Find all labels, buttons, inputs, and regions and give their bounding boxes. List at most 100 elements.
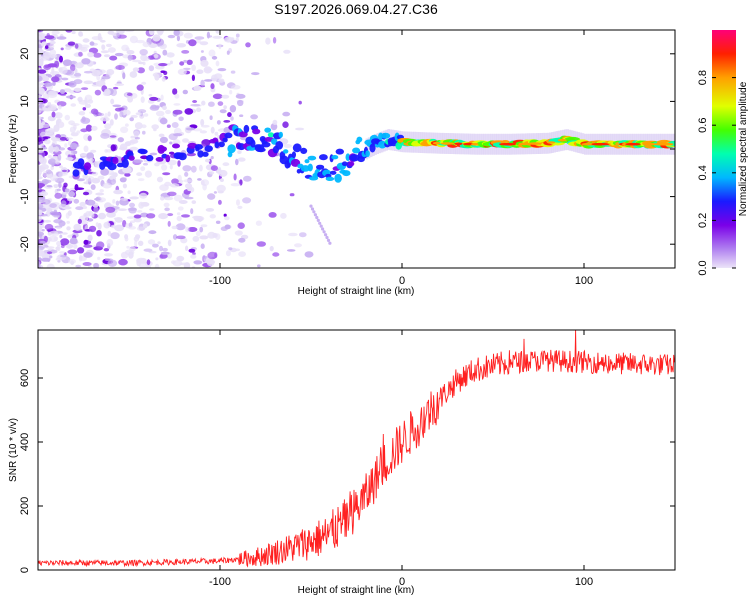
noise-speckle <box>114 224 125 232</box>
noise-speckle <box>84 97 88 105</box>
noise-speckle <box>171 225 178 230</box>
noise-speckle <box>160 251 170 255</box>
noise-speckle <box>196 107 202 112</box>
noise-speckle <box>107 230 112 237</box>
ridge-core <box>440 142 455 145</box>
ridge-core <box>528 142 542 145</box>
noise-speckle <box>143 162 148 166</box>
noise-speckle <box>83 239 89 245</box>
noise-speckle <box>38 249 45 257</box>
colorbar-tick-label: 0.0 <box>697 260 709 275</box>
noise-speckle <box>86 152 94 160</box>
noise-speckle <box>199 226 204 233</box>
noise-speckle <box>179 61 185 66</box>
noise-speckle <box>157 241 161 245</box>
noise-speckle <box>82 38 90 43</box>
noise-speckle <box>100 132 110 139</box>
noise-speckle <box>39 103 45 108</box>
noise-speckle <box>222 162 230 167</box>
noise-speckle <box>99 189 104 193</box>
ridge-blob <box>218 141 225 148</box>
noise-speckle <box>199 130 208 134</box>
noise-speckle <box>167 239 172 247</box>
spectrogram-ytick-label: -10 <box>19 189 31 205</box>
noise-speckle <box>38 118 42 125</box>
noise-speckle <box>251 72 260 76</box>
noise-speckle <box>212 35 223 39</box>
ridge-blob <box>138 148 148 155</box>
noise-speckle <box>114 83 125 86</box>
noise-speckle <box>74 43 79 49</box>
ridge-blob <box>331 155 339 160</box>
noise-speckle <box>107 111 111 117</box>
noise-speckle <box>75 264 82 268</box>
noise-speckle <box>49 54 57 59</box>
noise-speckle <box>57 260 61 263</box>
noise-speckle <box>190 165 197 173</box>
ridge-blob <box>250 139 256 148</box>
ridge-blob <box>378 140 387 149</box>
noise-speckle <box>94 197 101 201</box>
noise-speckle <box>40 143 45 147</box>
spectrogram-ytick-label: 10 <box>19 95 31 107</box>
noise-speckle <box>295 127 305 131</box>
noise-speckle <box>164 207 170 212</box>
ridge-blob <box>307 155 317 161</box>
ridge-blob <box>300 147 308 154</box>
noise-speckle <box>218 78 225 83</box>
noise-speckle <box>207 35 213 38</box>
noise-speckle <box>39 240 46 245</box>
noise-speckle <box>67 210 72 216</box>
ridge-blob <box>256 147 266 153</box>
noise-speckle <box>61 191 68 195</box>
noise-speckle <box>69 142 78 150</box>
noise-speckle <box>233 173 237 181</box>
noise-speckle <box>125 123 129 127</box>
spectrogram-ytick-label: 20 <box>19 48 31 60</box>
noise-speckle <box>216 184 226 193</box>
noise-speckle <box>78 51 83 57</box>
noise-speckle <box>282 121 289 128</box>
noise-speckle <box>103 54 111 58</box>
noise-speckle <box>81 116 86 123</box>
noise-speckle <box>58 251 66 254</box>
noise-speckle <box>220 226 228 231</box>
noise-speckle <box>53 236 58 242</box>
noise-speckle <box>67 249 78 255</box>
snr-ytick-label: 0 <box>19 567 31 573</box>
noise-speckle <box>214 131 219 136</box>
snr-ytick-label: 200 <box>19 497 31 515</box>
noise-speckle <box>66 226 71 231</box>
noise-speckle <box>184 108 194 115</box>
spectrogram-ylabel: Frequency (Hz) <box>8 115 19 184</box>
noise-speckle <box>257 264 261 268</box>
noise-speckle <box>49 40 56 45</box>
noise-speckle <box>38 69 47 74</box>
noise-speckle <box>230 116 234 121</box>
noise-speckle <box>298 100 302 105</box>
noise-speckle <box>135 112 142 116</box>
noise-speckle <box>212 93 223 100</box>
noise-speckle <box>242 197 252 204</box>
noise-speckle <box>132 67 140 72</box>
streak-dot <box>321 227 325 231</box>
noise-speckle <box>207 251 218 260</box>
noise-speckle <box>59 55 63 63</box>
noise-speckle <box>175 223 186 231</box>
noise-speckle <box>162 247 168 252</box>
noise-speckle <box>88 265 92 268</box>
noise-speckle <box>137 67 145 74</box>
ridge-blob <box>187 142 198 149</box>
ridge-core <box>591 142 610 146</box>
noise-speckle <box>88 225 97 233</box>
noise-speckle <box>229 105 237 113</box>
noise-speckle <box>78 254 83 262</box>
spectrogram-ytick-label: -20 <box>19 236 31 252</box>
noise-speckle <box>213 191 217 194</box>
noise-speckle <box>127 190 131 195</box>
noise-speckle <box>80 220 89 225</box>
noise-speckle <box>237 150 242 155</box>
ridge-core <box>518 142 530 146</box>
noise-speckle <box>38 176 42 180</box>
noise-speckle <box>109 175 114 180</box>
